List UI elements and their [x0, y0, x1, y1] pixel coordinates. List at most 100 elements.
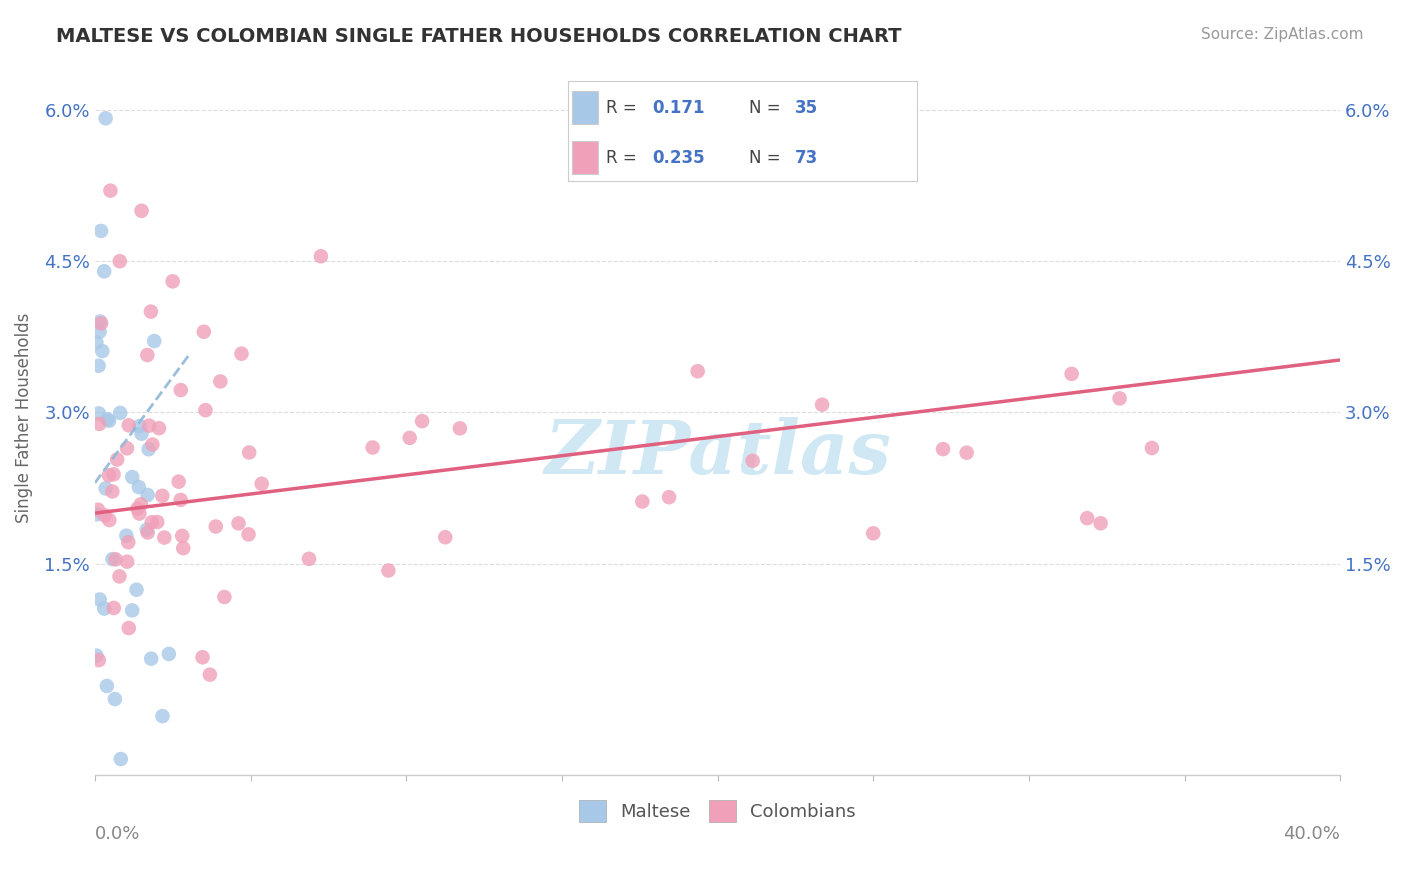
Point	[1076, 511, 1098, 525]
Point	[250, 476, 273, 491]
Point	[105, 452, 128, 467]
Point	[115, 555, 138, 569]
Point	[138, 442, 160, 457]
Point	[231, 346, 253, 360]
Point	[87, 502, 110, 516]
Point	[1140, 441, 1163, 455]
Point	[128, 419, 150, 434]
Point	[170, 383, 193, 397]
Point	[170, 492, 193, 507]
Text: ZIPatlas: ZIPatlas	[544, 417, 891, 490]
Point	[411, 414, 433, 428]
Point	[103, 467, 125, 482]
Point	[98, 513, 121, 527]
Point	[361, 441, 384, 455]
Point	[194, 403, 217, 417]
Point	[135, 523, 157, 537]
Legend: Maltese, Colombians: Maltese, Colombians	[569, 790, 865, 830]
Point	[811, 398, 834, 412]
Y-axis label: Single Father Households: Single Father Households	[15, 312, 32, 523]
Point	[86, 508, 108, 522]
Point	[94, 482, 117, 496]
Point	[148, 421, 170, 435]
Point	[956, 446, 979, 460]
Point	[449, 421, 471, 435]
Point	[138, 418, 160, 433]
Point	[93, 601, 115, 615]
Point	[108, 569, 131, 583]
Point	[152, 709, 174, 723]
Point	[139, 304, 162, 318]
Point	[136, 348, 159, 362]
Point	[193, 325, 215, 339]
Point	[1108, 392, 1130, 406]
Point	[862, 526, 884, 541]
Text: 40.0%: 40.0%	[1284, 825, 1340, 843]
Point	[98, 414, 121, 428]
Point	[128, 507, 150, 521]
Point	[153, 531, 176, 545]
Point	[434, 530, 457, 544]
Point	[87, 653, 110, 667]
Point	[932, 442, 955, 456]
Text: Source: ZipAtlas.com: Source: ZipAtlas.com	[1201, 27, 1364, 42]
Point	[91, 344, 114, 359]
Point	[238, 445, 260, 459]
Point	[167, 475, 190, 489]
Point	[118, 418, 141, 433]
Point	[172, 541, 194, 556]
Point	[204, 519, 226, 533]
Point	[121, 603, 143, 617]
Point	[115, 529, 138, 543]
Point	[89, 417, 111, 431]
Point	[121, 470, 143, 484]
Point	[86, 648, 108, 663]
Point	[150, 489, 173, 503]
Point	[87, 359, 110, 373]
Point	[157, 647, 180, 661]
Point	[125, 582, 148, 597]
Point	[191, 650, 214, 665]
Point	[101, 552, 124, 566]
Point	[87, 406, 110, 420]
Point	[228, 516, 250, 531]
Point	[97, 468, 120, 483]
Point	[94, 112, 117, 126]
Point	[108, 406, 131, 420]
Point	[658, 490, 681, 504]
Point	[103, 601, 125, 615]
Point	[398, 431, 420, 445]
Point	[631, 494, 654, 508]
Point	[131, 426, 153, 441]
Point	[136, 488, 159, 502]
Point	[127, 501, 149, 516]
Point	[93, 508, 115, 523]
Point	[136, 525, 159, 540]
Point	[104, 552, 127, 566]
Point	[146, 515, 169, 529]
Point	[90, 316, 112, 330]
Point	[86, 335, 108, 350]
Point	[104, 692, 127, 706]
Text: 0.0%: 0.0%	[94, 825, 141, 843]
Point	[309, 249, 332, 263]
Point	[209, 375, 232, 389]
Point	[129, 497, 152, 511]
Point	[89, 325, 111, 339]
Point	[741, 454, 763, 468]
Point	[143, 334, 166, 348]
Point	[96, 679, 118, 693]
Point	[162, 274, 184, 288]
Point	[141, 437, 163, 451]
Point	[131, 203, 153, 218]
Point	[298, 551, 321, 566]
Point	[117, 535, 139, 549]
Point	[198, 667, 221, 681]
Point	[110, 752, 132, 766]
Point	[93, 264, 115, 278]
Point	[101, 484, 124, 499]
Point	[90, 224, 112, 238]
Point	[214, 590, 236, 604]
Point	[141, 515, 163, 529]
Point	[141, 651, 163, 665]
